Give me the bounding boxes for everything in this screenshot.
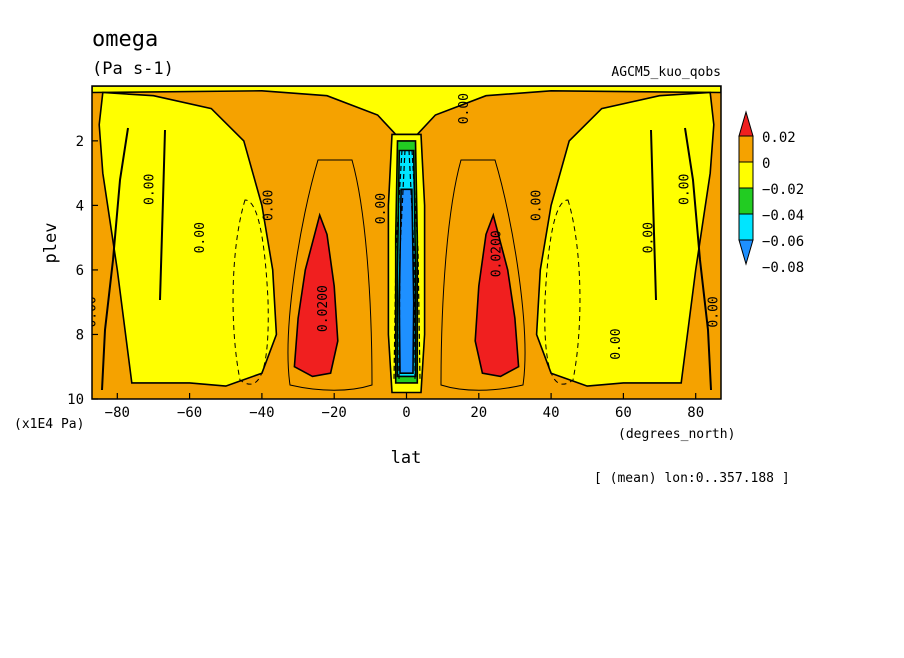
x-axis-label: lat xyxy=(391,448,422,468)
y-tick-label: 10 xyxy=(67,392,84,408)
colorbar: 0.02 0 −0.02 −0.04 −0.06 −0.08 xyxy=(738,110,804,276)
contour-lines xyxy=(101,127,712,391)
filled-contour-regions xyxy=(92,86,721,394)
y-axis: plev (x1E4 Pa) 2 4 6 8 10 xyxy=(14,134,98,432)
x-axis: lat (degrees_north) −80 −60 −40 −20 0 20 40 60 8… xyxy=(105,393,735,468)
contour-label: 0.00 xyxy=(85,296,100,327)
chart-title: omega xyxy=(92,27,158,52)
x-tick-label: 40 xyxy=(543,405,560,421)
x-tick-label: 0 xyxy=(402,405,410,421)
colorbar-lower-arrow xyxy=(738,239,754,266)
footnote: [ (mean) lon:0..357.188 ] xyxy=(594,471,790,486)
x-tick-label: 80 xyxy=(687,405,704,421)
contour-label: 0.0200 xyxy=(316,285,331,332)
y-tick-label: 4 xyxy=(76,198,84,214)
contour-labels: 0.00 0.00 0.00 0.00 0.0200 0.00 0.00 0.0200 0.00… xyxy=(85,93,721,360)
colorbar-swatch xyxy=(738,187,754,215)
contour-label: 0.00 xyxy=(457,93,472,124)
colorbar-upper-arrow xyxy=(738,110,754,137)
contour-label: 0.00 xyxy=(142,174,157,205)
contour-label: 0.00 xyxy=(677,174,692,205)
colorbar-label: −0.04 xyxy=(762,208,804,224)
x-tick-label: 60 xyxy=(615,405,632,421)
contour-label: 0.00 xyxy=(262,190,277,221)
contour-label: 0.00 xyxy=(529,190,544,221)
y-tick-label: 2 xyxy=(76,134,84,150)
y-tick-label: 6 xyxy=(76,263,84,279)
y-axis-label: plev xyxy=(41,223,61,264)
x-tick-label: −60 xyxy=(177,405,202,421)
colorbar-swatch xyxy=(738,213,754,241)
chart-units: (Pa s-1) xyxy=(92,59,174,79)
x-tick-label: −20 xyxy=(322,405,347,421)
x-axis-units: (degrees_north) xyxy=(618,427,735,442)
experiment-label: AGCM5_kuo_qobs xyxy=(611,65,721,80)
contour-label: 0.00 xyxy=(706,296,721,327)
contour-label: 0.0200 xyxy=(489,230,504,277)
y-tick-label: 8 xyxy=(76,327,84,343)
plot-area: 0.00 0.00 0.00 0.00 0.0200 0.00 0.00 0.0200 0.00… xyxy=(85,86,721,399)
colorbar-label: −0.02 xyxy=(762,182,804,198)
contour-label: 0.00 xyxy=(609,328,624,359)
x-tick-label: −80 xyxy=(105,405,130,421)
contour-label: 0.00 xyxy=(641,222,656,253)
region-nh-positive-max xyxy=(474,212,520,378)
contour-label: 0.00 xyxy=(193,222,208,253)
colorbar-label: −0.08 xyxy=(762,260,804,276)
colorbar-label: 0.02 xyxy=(762,130,796,146)
x-tick-label: 20 xyxy=(470,405,487,421)
contour-label: 0.00 xyxy=(374,193,389,224)
y-axis-units: (x1E4 Pa) xyxy=(14,417,84,432)
colorbar-label: −0.06 xyxy=(762,234,804,250)
colorbar-swatch xyxy=(738,135,754,163)
colorbar-label: 0 xyxy=(762,156,770,172)
x-tick-label: −40 xyxy=(249,405,274,421)
region-sh-positive-max xyxy=(293,212,339,378)
colorbar-swatch xyxy=(738,161,754,189)
